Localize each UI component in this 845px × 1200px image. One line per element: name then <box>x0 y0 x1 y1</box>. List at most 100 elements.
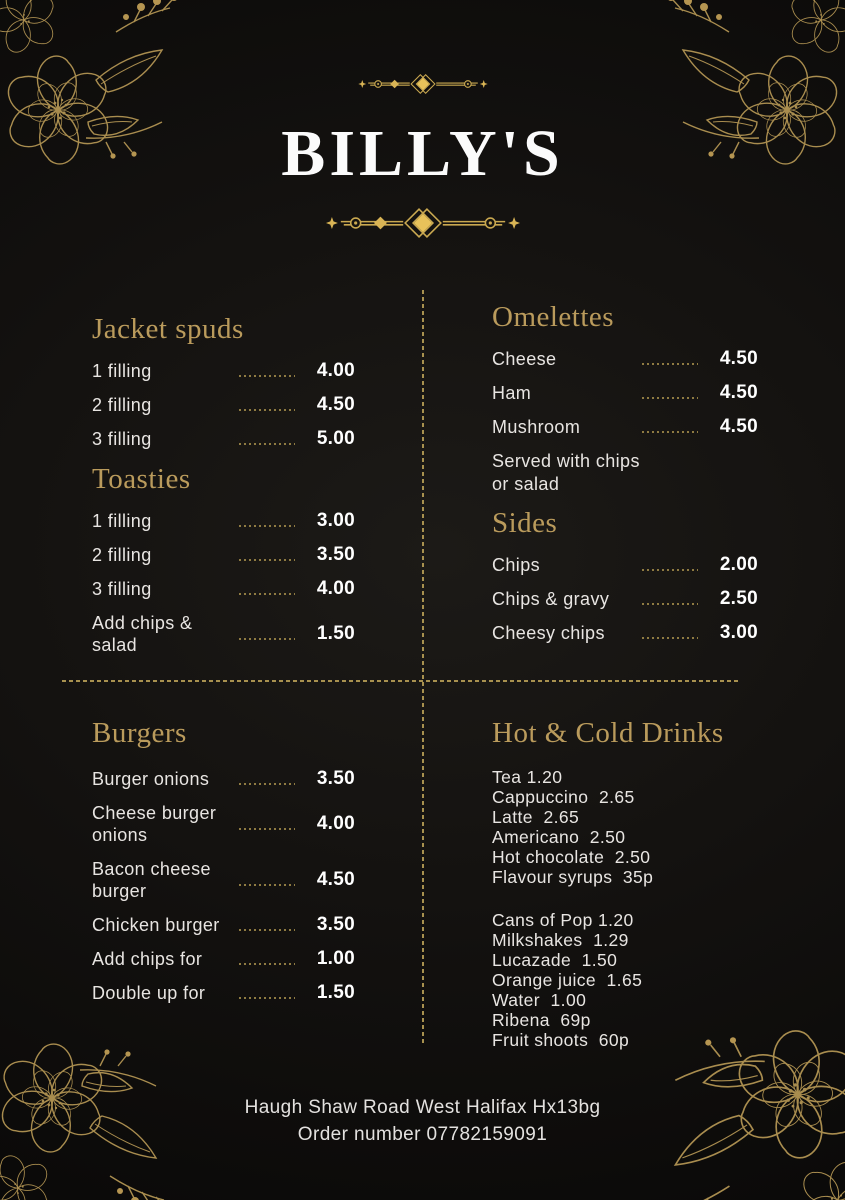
section-heading-sides: Sides <box>492 507 558 539</box>
menu-item-price: 3.00 <box>719 622 758 643</box>
toasties-items: 1 filling 3.00 2 filling 3.50 3 filling <box>92 510 355 656</box>
menu-item-price: 2.50 <box>719 588 758 609</box>
menu-item-label: Chips & gravy <box>492 589 610 609</box>
page-title: BILLY'S <box>281 117 564 190</box>
menu-item-row: Burger onions 3.50 <box>92 768 355 790</box>
dotted-leader <box>239 963 295 965</box>
menu-item-label: Bacon cheese burger <box>92 859 211 901</box>
drink-line: Water 1.00 <box>492 990 587 1010</box>
menu-item-label: Chicken burger <box>92 915 220 935</box>
section-heading-omelettes: Omelettes <box>492 301 615 333</box>
dotted-leader <box>239 443 295 445</box>
menu-item-label: 1 filling <box>92 511 152 531</box>
menu-item-price: 5.00 <box>316 428 355 449</box>
section-heading-toasties: Toasties <box>92 463 191 495</box>
footer: Haugh Shaw Road West Halifax Hx13bg Orde… <box>0 1094 845 1148</box>
menu-item-label: Cheese <box>492 349 557 369</box>
menu-item-price: 4.50 <box>316 869 355 890</box>
section-burgers: Burgers Burger onions 3.50 Cheese burger… <box>92 716 355 1004</box>
menu-item-label: Cheesy chips <box>492 623 605 643</box>
dotted-leader <box>239 525 295 527</box>
menu-item-price: 4.00 <box>316 813 355 834</box>
dotted-leader <box>642 397 698 399</box>
menu-item-row: Double up for 1.50 <box>92 982 355 1004</box>
drink-line: Lucazade 1.50 <box>492 950 618 970</box>
hot-drinks-list: Tea 1.20 Cappuccino 2.65 Latte 2.65 Amer… <box>492 767 774 887</box>
menu-item-row: Add chips for 1.00 <box>92 948 355 970</box>
dotted-leader <box>642 569 698 571</box>
burgers-items: Burger onions 3.50 Cheese burger onions … <box>92 768 355 1004</box>
dotted-leader <box>239 783 295 785</box>
menu-item-label: 1 filling <box>92 361 152 381</box>
dotted-leader <box>239 559 295 561</box>
dotted-leader <box>239 828 295 830</box>
omelettes-note: Served with chips or salad <box>492 451 640 494</box>
drink-line: Tea 1.20 <box>492 767 563 787</box>
section-heading-drinks: Hot & Cold Drinks <box>492 717 724 749</box>
menu-item-row: 2 filling 3.50 <box>92 544 355 566</box>
menu-item-row: 3 filling 5.00 <box>92 428 355 450</box>
menu-item-row: Cheese 4.50 <box>492 348 758 370</box>
drink-line: Cappuccino 2.65 <box>492 787 635 807</box>
menu-item-row: Bacon cheese burger 4.50 <box>92 858 355 902</box>
menu-item-label: 2 filling <box>92 395 152 415</box>
menu-item-row: 1 filling 4.00 <box>92 360 355 382</box>
dotted-leader <box>239 638 295 640</box>
quadrant-burgers: Burgers Burger onions 3.50 Cheese burger… <box>92 716 355 1016</box>
menu-item-row: Mushroom 4.50 <box>492 416 758 438</box>
menu-item-label: Mushroom <box>492 417 581 437</box>
menu-item-price: 1.50 <box>316 623 355 644</box>
horizontal-divider <box>62 680 738 682</box>
menu-item-price: 4.00 <box>316 578 355 599</box>
menu-item-label: Ham <box>492 383 532 403</box>
menu-item-label: 3 filling <box>92 579 152 599</box>
menu-item-row: 3 filling 4.00 <box>92 578 355 600</box>
menu-item-row: Chips & gravy 2.50 <box>492 588 758 610</box>
menu-item-label: Add chips for <box>92 949 203 969</box>
menu-item-row: Cheesy chips 3.00 <box>492 622 758 644</box>
cold-drinks-list: Cans of Pop 1.20 Milkshakes 1.29 Lucazad… <box>492 910 774 1050</box>
drink-line: Milkshakes 1.29 <box>492 930 629 950</box>
menu-item-row: Ham 4.50 <box>492 382 758 404</box>
dotted-leader <box>239 884 295 886</box>
section-heading-jacket-spuds: Jacket spuds <box>92 313 244 345</box>
jacket-spuds-items: 1 filling 4.00 2 filling 4.50 3 filling <box>92 360 355 450</box>
quadrant-drinks: Hot & Cold Drinks Tea 1.20 Cappuccino 2.… <box>492 716 774 1050</box>
dotted-leader <box>239 375 295 377</box>
dotted-leader <box>239 409 295 411</box>
quadrant-omelettes-sides: Omelettes Cheese 4.50 Ham 4.50 <box>492 300 758 656</box>
section-toasties: Toasties 1 filling 3.00 2 filling 3.50 <box>92 462 355 656</box>
menu-item-row: 2 filling 4.50 <box>92 394 355 416</box>
bottom-flourish-icon <box>324 207 521 238</box>
menu-item-row: Chicken burger 3.50 <box>92 914 355 936</box>
vertical-divider <box>422 290 424 1046</box>
drink-line: Hot chocolate 2.50 <box>492 847 651 867</box>
drink-line: Latte 2.65 <box>492 807 580 827</box>
section-heading-burgers: Burgers <box>92 717 187 749</box>
section-sides: Sides Chips 2.00 Chips & gravy 2.50 <box>492 506 758 644</box>
menu-item-label: Add chips & salad <box>92 613 193 655</box>
drink-line: Americano 2.50 <box>492 827 626 847</box>
menu-item-row: 1 filling 3.00 <box>92 510 355 532</box>
menu-item-price: 3.50 <box>316 768 355 789</box>
dotted-leader <box>642 431 698 433</box>
section-drinks: Hot & Cold Drinks Tea 1.20 Cappuccino 2.… <box>492 716 774 1050</box>
dotted-leader <box>642 363 698 365</box>
menu-item-label: Double up for <box>92 983 206 1003</box>
dotted-leader <box>642 637 698 639</box>
dotted-leader <box>239 593 295 595</box>
drink-line: Flavour syrups 35p <box>492 867 654 887</box>
menu-item-label: Cheese burger onions <box>92 803 217 845</box>
menu-item-row: Cheese burger onions 4.00 <box>92 802 355 846</box>
menu-item-row: Add chips & salad 1.50 <box>92 612 355 656</box>
menu-item-price: 2.00 <box>719 554 758 575</box>
menu-item-price: 4.50 <box>719 382 758 403</box>
section-omelettes: Omelettes Cheese 4.50 Ham 4.50 <box>492 300 758 496</box>
drink-line: Orange juice 1.65 <box>492 970 643 990</box>
footer-order-number: Order number 07782159091 <box>297 1124 548 1145</box>
dotted-leader <box>239 929 295 931</box>
menu-item-price: 1.00 <box>316 948 355 969</box>
header: BILLY'S <box>0 0 845 241</box>
sides-items: Chips 2.00 Chips & gravy 2.50 Cheesy chi… <box>492 554 758 644</box>
